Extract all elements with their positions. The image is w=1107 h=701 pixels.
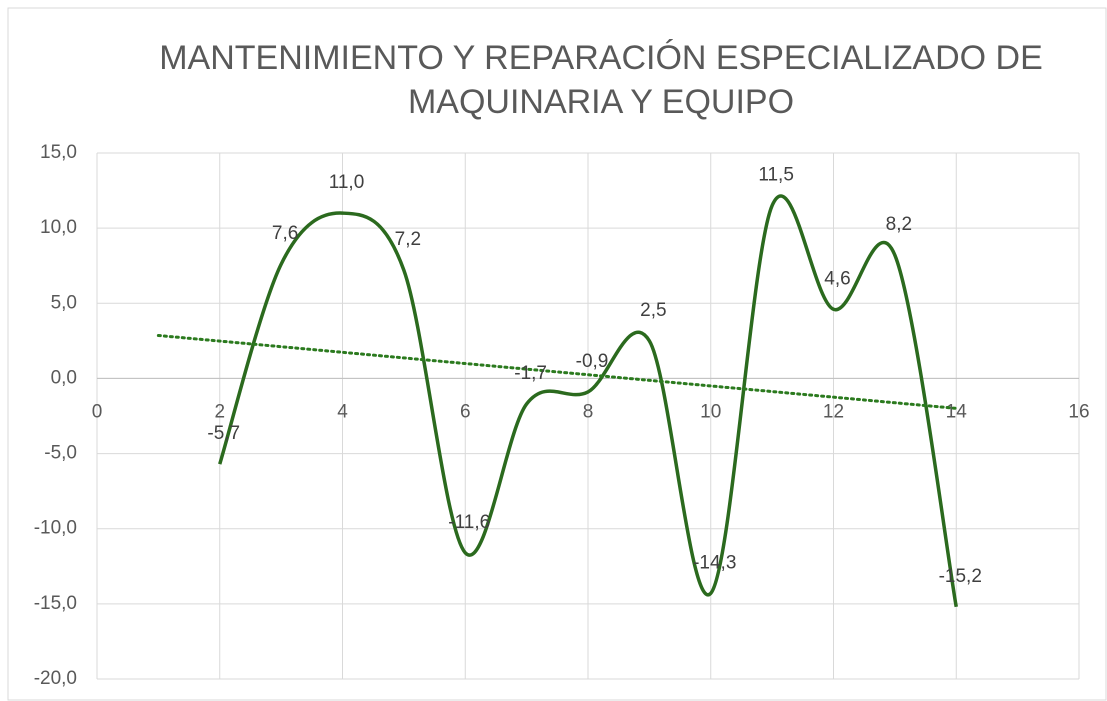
data-label: 4,6 <box>824 268 850 289</box>
x-tick-label: 2 <box>214 401 225 422</box>
data-label: 11,0 <box>329 172 365 193</box>
data-label: 2,5 <box>640 300 666 321</box>
y-tick-label: -5,0 <box>44 443 77 464</box>
data-label: -1,7 <box>514 363 547 384</box>
x-tick-label: 16 <box>1068 401 1089 422</box>
y-tick-label: -10,0 <box>34 518 77 539</box>
x-tick-label: 4 <box>337 401 348 422</box>
data-label: -14,3 <box>693 552 736 573</box>
y-tick-label: 0,0 <box>51 367 77 388</box>
data-label: 7,6 <box>272 223 298 244</box>
x-tick-label: 10 <box>700 401 721 422</box>
y-tick-label: -15,0 <box>34 593 77 614</box>
data-label: -11,6 <box>448 512 490 533</box>
y-tick-label: 5,0 <box>51 292 77 313</box>
data-label: -5,7 <box>207 423 240 444</box>
chart-border <box>7 7 1107 701</box>
data-label: -15,2 <box>939 566 982 587</box>
chart-title: MANTENIMIENTO Y REPARACIÓN ESPECIALIZADO… <box>159 39 1043 77</box>
x-tick-label: 6 <box>460 401 471 422</box>
y-tick-label: -20,0 <box>34 668 77 689</box>
trendline <box>156 333 958 410</box>
data-label: 8,2 <box>886 214 912 235</box>
x-tick-label: 12 <box>823 401 844 422</box>
x-tick-label: 14 <box>946 401 968 422</box>
y-tick-label: 15,0 <box>40 142 77 163</box>
data-label: 11,5 <box>758 165 794 186</box>
series-line <box>218 194 958 608</box>
data-label: -0,9 <box>576 351 609 372</box>
data-label: 7,2 <box>395 229 421 250</box>
chart-title: MAQUINARIA Y EQUIPO <box>408 83 794 121</box>
x-tick-label: 0 <box>92 401 103 422</box>
x-tick-label: 8 <box>583 401 594 422</box>
y-tick-label: 10,0 <box>40 217 77 238</box>
